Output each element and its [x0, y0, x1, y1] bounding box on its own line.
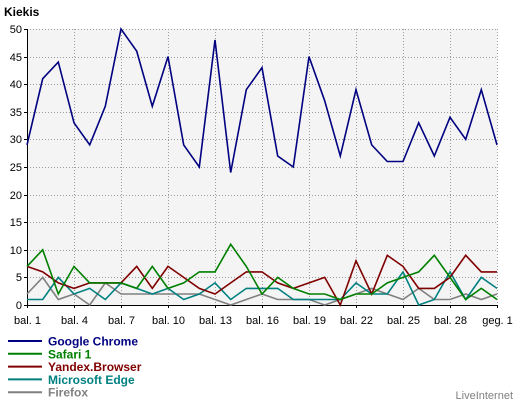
axes: 0 5 10 15 20 25 30 35 40 45 50 bal. 1 bal. 4 bal. 7 ba… — [10, 24, 513, 327]
series-line-google-chrome — [26, 27, 498, 173]
series-line-safari-1 — [26, 242, 498, 301]
x-tick-label: bal. 19 — [293, 315, 326, 327]
brand-label: LiveInternet — [456, 390, 513, 402]
y-tick-label: 45 — [10, 52, 22, 64]
x-tick-label: bal. 28 — [434, 315, 467, 327]
legend-item-safari-1: Safari 1 — [8, 347, 92, 361]
y-tick-label: 35 — [10, 107, 22, 119]
x-tick-label: geg. 1 — [482, 315, 513, 327]
y-tick-label: 50 — [10, 24, 22, 36]
x-tick-label: bal. 4 — [61, 315, 88, 327]
y-tick-label: 30 — [10, 134, 22, 146]
x-tick-label: bal. 10 — [152, 315, 185, 327]
legend-label: Firefox — [48, 386, 88, 400]
grid — [27, 29, 498, 305]
legend-item-microsoft-edge: Microsoft Edge — [8, 373, 135, 387]
legend-label: Microsoft Edge — [48, 373, 135, 387]
y-tick-label: 10 — [10, 245, 22, 257]
x-tick-label: bal. 16 — [246, 315, 279, 327]
y-tick-label: 5 — [16, 272, 22, 284]
y-tick-label: 40 — [10, 79, 22, 91]
series-lines — [26, 27, 498, 307]
y-tick-label: 15 — [10, 217, 22, 229]
x-tick-label: bal. 1 — [14, 315, 41, 327]
legend-label: Google Chrome — [48, 335, 138, 349]
y-tick-label: 25 — [10, 162, 22, 174]
legend-item-firefox: Firefox — [8, 386, 88, 400]
x-tick-label: bal. 22 — [340, 315, 373, 327]
series-line-microsoft-edge — [27, 270, 498, 306]
y-tick-label: 0 — [16, 300, 22, 312]
x-tick-label: bal. 13 — [199, 315, 232, 327]
x-tick-label: bal. 25 — [387, 315, 420, 327]
y-tick-label: 20 — [10, 190, 22, 202]
legend-item-yandex-browser: Yandex.Browser — [8, 360, 142, 374]
y-axis-label: Kiekis — [4, 5, 40, 19]
x-tick-label: bal. 7 — [108, 315, 135, 327]
legend-label: Yandex.Browser — [48, 360, 142, 374]
legend-label: Safari 1 — [48, 347, 92, 361]
legend-item-google-chrome: Google Chrome — [8, 335, 138, 349]
